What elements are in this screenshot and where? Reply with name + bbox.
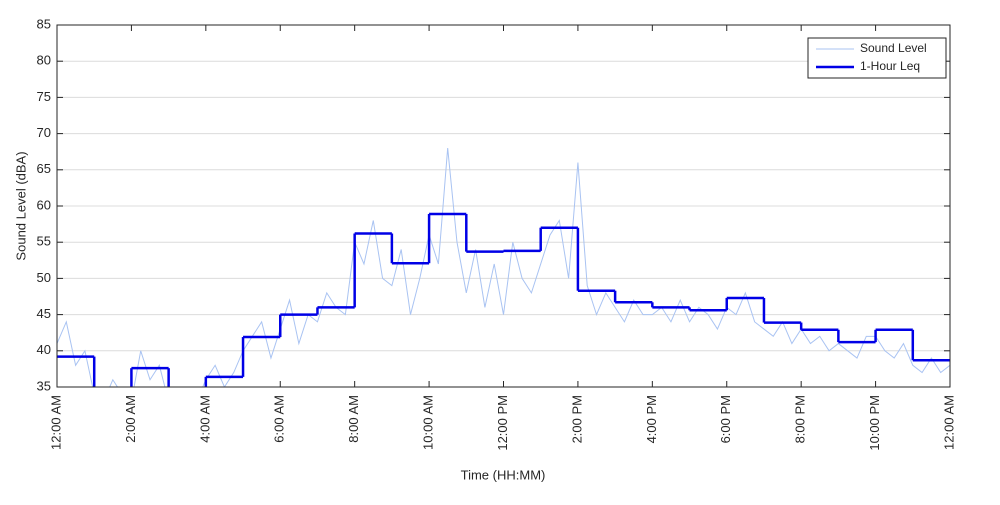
y-tick-label: 80 bbox=[37, 53, 51, 68]
x-tick-label: 12:00 AM bbox=[48, 395, 63, 450]
x-tick-label: 8:00 PM bbox=[793, 395, 808, 443]
x-tick-label: 8:00 AM bbox=[346, 395, 361, 443]
y-tick-label: 70 bbox=[37, 125, 51, 140]
x-axis-title: Time (HH:MM) bbox=[461, 467, 546, 482]
plot-lines bbox=[57, 148, 950, 387]
y-tick-label: 75 bbox=[37, 89, 51, 104]
y-tick-label: 40 bbox=[37, 342, 51, 357]
y-tick-label: 45 bbox=[37, 306, 51, 321]
x-tick-label: 10:00 PM bbox=[867, 395, 882, 451]
x-tick-label: 4:00 PM bbox=[644, 395, 659, 443]
y-tick-label: 65 bbox=[37, 161, 51, 176]
y-tick-label: 50 bbox=[37, 270, 51, 285]
y-tick-label: 60 bbox=[37, 197, 51, 212]
x-tick-label: 6:00 PM bbox=[718, 395, 733, 443]
x-tick-label: 2:00 AM bbox=[123, 395, 138, 443]
x-tick-label: 4:00 AM bbox=[197, 395, 212, 443]
plot-frame bbox=[56, 24, 951, 388]
legend-label: Sound Level bbox=[860, 41, 927, 55]
x-tick-label: 12:00 AM bbox=[941, 395, 956, 450]
legend-label: 1-Hour Leq bbox=[860, 59, 920, 73]
x-tick-label: 6:00 AM bbox=[272, 395, 287, 443]
y-tick-label: 55 bbox=[37, 234, 51, 249]
y-axis-title: Sound Level (dBA) bbox=[13, 151, 28, 260]
y-tick-label: 85 bbox=[37, 16, 51, 31]
x-tick-label: 2:00 PM bbox=[569, 395, 584, 443]
y-tick-label: 35 bbox=[37, 378, 51, 393]
x-tick-label: 10:00 AM bbox=[421, 395, 436, 450]
legend-box bbox=[807, 37, 947, 79]
x-tick-label: 12:00 PM bbox=[495, 395, 510, 451]
